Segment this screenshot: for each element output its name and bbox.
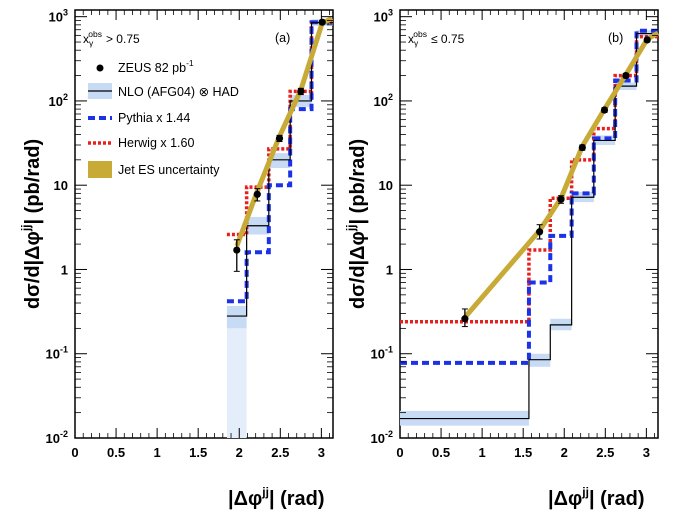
y-tick-label: 10-1 <box>46 345 68 362</box>
legend-pythia-label: Pythia x 1.44 <box>118 111 190 125</box>
zeus-point <box>622 71 630 80</box>
panel-b: 0 0.5 1 1.5 2 2.5 3 10-2 10-1 1 10 102 103 (b) xγobs… <box>344 8 660 510</box>
x-tick-label: 3 <box>643 445 650 460</box>
nlo-band-bin <box>268 153 291 169</box>
legend-jes-label: Jet ES uncertainty <box>118 163 220 177</box>
nlo-band-bin <box>226 305 247 329</box>
legend-zeus-label: ZEUS 82 pb-1 <box>118 58 194 75</box>
legend: ZEUS 82 pb-1 NLO (AFG04) ⊗ HAD Pythia x … <box>88 58 239 178</box>
zeus-point <box>600 106 609 114</box>
y-tick-label: 10-1 <box>371 345 393 362</box>
x-tick-label: 2 <box>561 445 568 460</box>
x-tick-label: 1 <box>479 445 486 460</box>
x-tick-label: 0 <box>396 445 403 460</box>
x-tick-label: 0.5 <box>432 445 450 460</box>
chart-marks-b: 0 0.5 1 1.5 2 2.5 3 10-2 10-1 1 10 102 103 <box>371 8 660 460</box>
x-axis-title-a: |Δφjj| (rad) <box>228 485 325 510</box>
herwig-curve <box>226 20 333 237</box>
x-tick-label: 2.5 <box>271 445 289 460</box>
panel-label-b: (b) <box>608 31 623 45</box>
zeus-point <box>253 190 261 198</box>
zeus-point <box>233 246 241 254</box>
zeus-point <box>275 134 284 142</box>
zeus-point <box>318 18 326 26</box>
legend-nlo-label: NLO (AFG04) ⊗ HAD <box>118 85 239 99</box>
y-tick-label: 10 <box>379 178 393 193</box>
jes-band <box>462 30 660 320</box>
legend-herwig-label: Herwig x 1.60 <box>118 136 194 150</box>
x-tick-label: 1.5 <box>514 445 532 460</box>
selection-cut-a: xγobs > 0.75 <box>83 29 140 48</box>
x-tick-label: 2.5 <box>596 445 614 460</box>
plot-frame-a <box>74 9 334 439</box>
y-tick-label: 1 <box>386 262 393 277</box>
legend-jes-swatch <box>88 161 112 178</box>
selection-cut-b: xγobs ≤ 0.75 <box>408 29 465 48</box>
zeus-point <box>297 87 305 95</box>
jes-band <box>234 16 334 247</box>
y-tick-label: 103 <box>374 8 393 25</box>
y-axis-title-a: dσ/d|Δφjj| (pb/rad) <box>19 139 44 309</box>
y-axis-title-b: dσ/d|Δφjj| (pb/rad) <box>344 139 369 309</box>
plot-frame-b <box>399 9 659 439</box>
chart-marks-a: 0 0.5 1 1.5 2 2.5 3 10-2 10-1 1 10 102 103 <box>46 8 334 460</box>
zeus-point <box>643 36 651 44</box>
legend-zeus-marker <box>96 64 104 72</box>
y-tick-label: 102 <box>49 92 68 109</box>
zeus-point <box>536 228 544 236</box>
zeus-point <box>557 195 565 203</box>
zeus-point <box>578 143 586 152</box>
nlo-curve <box>400 32 658 420</box>
nlo-band-low <box>226 328 247 438</box>
y-tick-label: 1 <box>61 262 68 277</box>
nlo-curve <box>226 22 333 317</box>
y-tick-label: 10 <box>54 178 68 193</box>
panel-a: 0 0.5 1 1.5 2 2.5 3 10-2 10-1 1 10 102 103 (a) xγobs… <box>19 8 334 510</box>
x-tick-label: 1.5 <box>189 445 207 460</box>
x-tick-label: 0 <box>71 445 78 460</box>
x-tick-label: 0.5 <box>107 445 125 460</box>
x-tick-label: 3 <box>318 445 325 460</box>
x-axis-title-b: |Δφjj| (rad) <box>548 485 645 510</box>
x-tick-label: 2 <box>236 445 243 460</box>
panel-label-a: (a) <box>275 31 290 45</box>
y-tick-label: 10-2 <box>46 429 68 446</box>
pythia-curve <box>400 28 658 365</box>
y-tick-label: 103 <box>49 8 68 25</box>
y-tick-label: 10-2 <box>371 429 393 446</box>
zeus-point <box>461 315 469 323</box>
y-tick-label: 102 <box>374 92 393 109</box>
x-tick-label: 1 <box>154 445 161 460</box>
